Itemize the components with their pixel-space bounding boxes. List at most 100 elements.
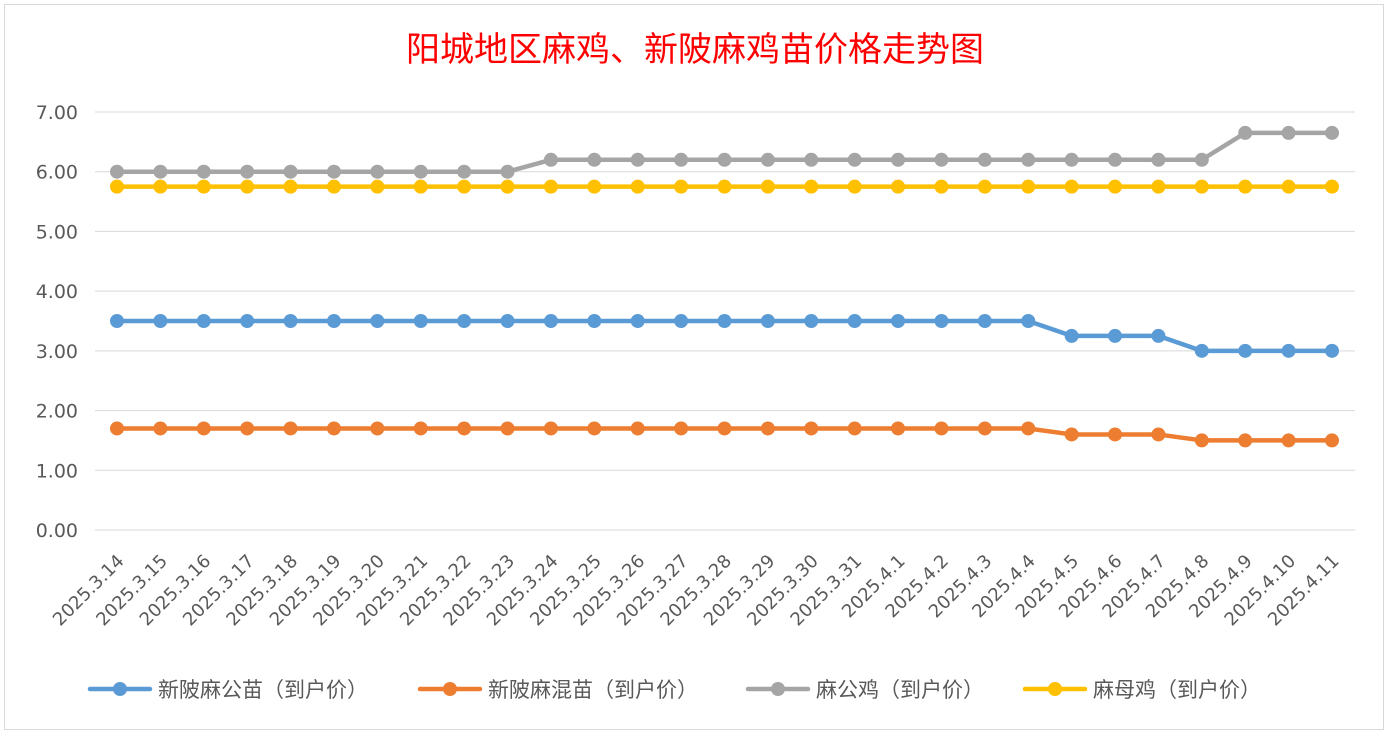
data-point — [1021, 152, 1036, 167]
data-point — [717, 421, 732, 436]
y-tick-label: 4.00 — [36, 281, 78, 303]
data-point — [1238, 343, 1253, 358]
data-point — [977, 421, 992, 436]
data-point — [110, 314, 124, 328]
data-point — [1151, 179, 1166, 194]
data-point — [891, 179, 906, 194]
data-point — [543, 314, 558, 328]
data-point — [587, 152, 602, 167]
legend-swatch-marker — [1048, 682, 1062, 696]
data-point — [977, 152, 992, 167]
legend-swatch-marker — [771, 682, 785, 696]
data-point — [1151, 152, 1166, 167]
data-point — [283, 179, 298, 194]
data-point — [413, 421, 428, 436]
data-point — [760, 179, 775, 194]
chart-frame — [4, 4, 1384, 730]
data-point — [804, 152, 819, 167]
data-point — [1238, 179, 1253, 194]
data-point — [934, 421, 949, 436]
data-point — [891, 152, 906, 167]
data-point — [1064, 152, 1079, 167]
data-point — [1151, 328, 1166, 343]
data-point — [326, 164, 341, 179]
data-point — [934, 314, 949, 328]
data-point — [977, 314, 992, 328]
data-point — [1021, 314, 1036, 328]
data-point — [630, 421, 645, 436]
data-point — [1238, 125, 1253, 140]
data-point — [153, 421, 168, 436]
y-tick-label: 3.00 — [36, 341, 78, 363]
legend-label: 麻母鸡（到户价） — [1093, 678, 1261, 702]
data-point — [1194, 343, 1209, 358]
data-point — [110, 164, 124, 179]
data-point — [413, 164, 428, 179]
data-point — [500, 179, 515, 194]
y-tick-label: 1.00 — [36, 460, 78, 482]
data-point — [196, 421, 211, 436]
data-point — [630, 314, 645, 328]
y-tick-label: 5.00 — [36, 221, 78, 243]
y-tick-label: 2.00 — [36, 401, 78, 423]
data-point — [110, 421, 124, 436]
data-point — [326, 421, 341, 436]
data-point — [543, 152, 558, 167]
data-point — [370, 179, 385, 194]
data-point — [1064, 328, 1079, 343]
data-point — [934, 152, 949, 167]
data-point — [674, 152, 689, 167]
data-point — [674, 421, 689, 436]
data-point — [240, 314, 255, 328]
legend-swatch-marker — [443, 682, 457, 696]
data-point — [283, 164, 298, 179]
y-axis: 0.00 1.00 2.00 3.00 4.00 5.00 6.00 7.00 — [36, 102, 78, 542]
data-point — [283, 421, 298, 436]
data-point — [240, 421, 255, 436]
data-point — [500, 314, 515, 328]
legend: 新陂麻公苗（到户价） 新陂麻混苗（到户价） 麻公鸡（到户价） 麻母鸡（到户价） — [87, 678, 1261, 702]
data-point — [1108, 427, 1123, 442]
data-point — [543, 421, 558, 436]
data-point — [1194, 433, 1209, 448]
data-point — [1281, 433, 1296, 448]
data-point — [847, 314, 862, 328]
data-point — [891, 421, 906, 436]
data-point — [1194, 179, 1209, 194]
data-point — [370, 164, 385, 179]
data-point — [1194, 152, 1209, 167]
data-point — [630, 179, 645, 194]
data-point — [760, 421, 775, 436]
data-point — [1064, 427, 1079, 442]
data-point — [804, 421, 819, 436]
data-point — [1108, 152, 1123, 167]
data-point — [674, 179, 689, 194]
data-point — [587, 179, 602, 194]
data-point — [326, 314, 341, 328]
y-tick-label: 0.00 — [36, 520, 78, 542]
data-point — [717, 314, 732, 328]
data-point — [457, 164, 472, 179]
data-point — [760, 152, 775, 167]
data-point — [370, 421, 385, 436]
data-point — [110, 179, 124, 194]
y-tick-label: 6.00 — [36, 162, 78, 184]
data-point — [500, 164, 515, 179]
data-point — [543, 179, 558, 194]
data-point — [370, 314, 385, 328]
data-point — [847, 179, 862, 194]
data-point — [891, 314, 906, 328]
data-point — [457, 314, 472, 328]
data-point — [153, 179, 168, 194]
data-point — [804, 179, 819, 194]
data-point — [717, 152, 732, 167]
data-point — [196, 164, 211, 179]
data-point — [1281, 343, 1296, 358]
data-point — [196, 314, 211, 328]
data-point — [1325, 343, 1339, 358]
data-point — [457, 179, 472, 194]
data-point — [1281, 179, 1296, 194]
data-point — [457, 421, 472, 436]
data-point — [674, 314, 689, 328]
data-point — [1064, 179, 1079, 194]
